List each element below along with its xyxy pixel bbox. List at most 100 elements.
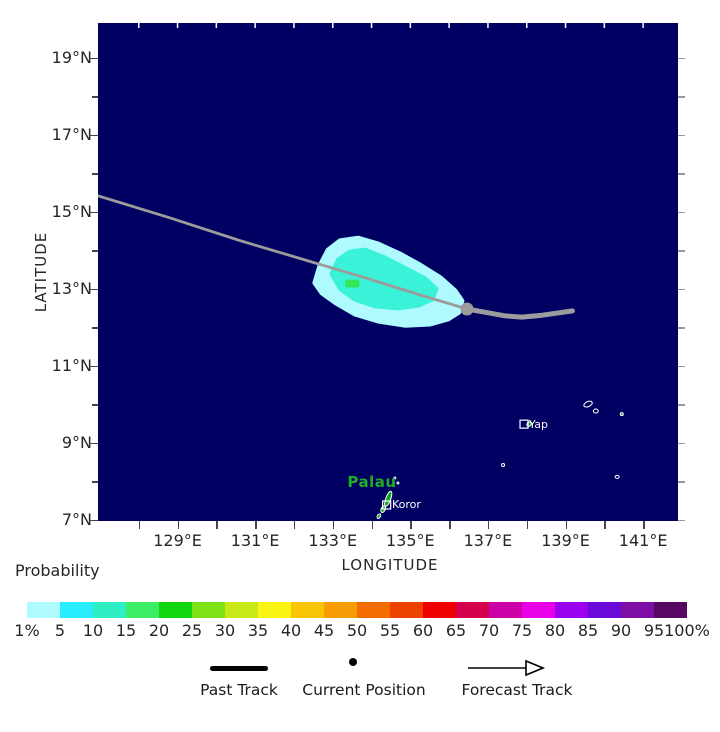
colorbar-segment bbox=[555, 602, 588, 618]
y-axis-tick-label: 13°N bbox=[51, 278, 92, 298]
y-axis-minor-tick bbox=[92, 96, 98, 98]
colorbar-segment bbox=[588, 602, 621, 618]
y-axis-right-minor-tick bbox=[678, 481, 685, 483]
forecast-track-line bbox=[98, 194, 469, 311]
island bbox=[592, 408, 599, 414]
y-axis-tick bbox=[89, 211, 98, 214]
x-axis-tick bbox=[643, 521, 645, 529]
colorbar-tick-label: 90 bbox=[610, 621, 632, 640]
colorbar-tick-label: 95 bbox=[643, 621, 665, 640]
colorbar-tick-label: 20 bbox=[148, 621, 170, 640]
past-track-line bbox=[464, 306, 575, 320]
forecast-arrow-head bbox=[525, 659, 546, 677]
colorbar-segment bbox=[654, 602, 687, 618]
x-axis-tick bbox=[216, 521, 218, 529]
y-axis-minor-tick bbox=[92, 481, 98, 483]
y-axis-minor-tick bbox=[92, 250, 98, 252]
y-axis-tick-label: 7°N bbox=[61, 509, 92, 529]
x-axis-tick bbox=[371, 521, 374, 529]
map-canvas bbox=[98, 23, 644, 519]
x-axis-tick bbox=[565, 521, 568, 529]
island bbox=[396, 481, 400, 485]
colorbar-tick-label: 45 bbox=[313, 621, 335, 640]
y-axis-right-minor-tick bbox=[678, 404, 685, 406]
forecast-track-label: Forecast Track bbox=[461, 681, 573, 699]
y-axis-tick-label: 15°N bbox=[51, 201, 92, 221]
x-axis-tick bbox=[487, 521, 490, 529]
past-track-symbol bbox=[210, 666, 268, 671]
current-position-dot bbox=[460, 302, 474, 316]
probability-colorbar bbox=[27, 602, 687, 618]
island bbox=[501, 462, 506, 467]
colorbar-tick-label: 55 bbox=[379, 621, 401, 640]
past-track-label: Past Track bbox=[200, 681, 278, 699]
x-axis-tick bbox=[604, 521, 606, 529]
island bbox=[583, 400, 593, 408]
colorbar-segment bbox=[489, 602, 522, 618]
colorbar-segment bbox=[456, 602, 489, 618]
colorbar-tick-label: 80 bbox=[544, 621, 566, 640]
colorbar-segment bbox=[93, 602, 126, 618]
y-axis-right-tick bbox=[678, 134, 685, 137]
current-position-symbol bbox=[349, 658, 357, 666]
x-axis-tick bbox=[449, 521, 451, 529]
x-axis-tick-label: 139°E bbox=[541, 531, 590, 550]
x-axis-tick bbox=[410, 521, 412, 529]
island bbox=[376, 513, 382, 519]
colorbar-segment bbox=[258, 602, 291, 618]
y-axis-right-minor-tick bbox=[678, 173, 685, 175]
x-axis-tick bbox=[255, 521, 257, 529]
current-position-label: Current Position bbox=[302, 681, 426, 699]
colorbar-tick-label: 10 bbox=[82, 621, 104, 640]
x-axis-tick-label: 131°E bbox=[230, 531, 280, 550]
colorbar-segment bbox=[27, 602, 60, 618]
colorbar-tick-label: 50 bbox=[346, 621, 368, 640]
palau-label: Palau bbox=[347, 473, 397, 491]
colorbar-tick-label: 85 bbox=[577, 621, 599, 640]
y-axis-tick bbox=[89, 365, 98, 368]
y-axis-minor-tick bbox=[92, 404, 98, 406]
island bbox=[393, 476, 397, 480]
y-axis-minor-tick bbox=[92, 327, 98, 329]
colorbar-tick-label: 65 bbox=[445, 621, 467, 640]
x-axis-tick bbox=[293, 521, 296, 529]
colorbar-tick-label: 75 bbox=[511, 621, 533, 640]
y-axis-tick bbox=[89, 442, 98, 445]
x-axis-tick-label: 137°E bbox=[463, 531, 513, 550]
colorbar-tick-label: 5 bbox=[54, 621, 66, 640]
colorbar-segment bbox=[291, 602, 324, 618]
y-axis-tick bbox=[89, 519, 98, 522]
x-axis-tick-label: 133°E bbox=[308, 531, 358, 550]
y-axis-tick-label: 19°N bbox=[51, 47, 92, 67]
colorbar-tick-label: 70 bbox=[478, 621, 500, 640]
map-plot-area: Palau Koror Yap bbox=[98, 23, 678, 521]
probability-contour-10% bbox=[345, 279, 360, 288]
y-axis-right-minor-tick bbox=[678, 96, 685, 98]
colorbar-segment bbox=[522, 602, 555, 618]
probability-contour-5% bbox=[329, 247, 439, 311]
x-axis-tick bbox=[177, 521, 180, 529]
y-axis-right-minor-tick bbox=[678, 250, 685, 252]
place-marker-koror bbox=[382, 500, 392, 510]
x-axis-tick bbox=[526, 521, 529, 529]
colorbar-segment bbox=[60, 602, 93, 618]
x-axis-tick-label: 135°E bbox=[386, 531, 435, 550]
colorbar-tick-label: 30 bbox=[214, 621, 236, 640]
colorbar-segment bbox=[225, 602, 258, 618]
colorbar-tick-label: 1% bbox=[14, 621, 40, 640]
colorbar-segment bbox=[192, 602, 225, 618]
x-axis-tick bbox=[138, 521, 141, 529]
colorbar-segment bbox=[126, 602, 159, 618]
colorbar-tick-label: 25 bbox=[181, 621, 203, 640]
colorbar-tick-label: 60 bbox=[412, 621, 434, 640]
colorbar-tick-label: 35 bbox=[247, 621, 269, 640]
x-axis-tick bbox=[332, 521, 335, 529]
y-axis-tick bbox=[89, 134, 98, 137]
colorbar-tick-label: 100% bbox=[664, 621, 710, 640]
y-axis-tick bbox=[89, 57, 98, 60]
colorbar-segment bbox=[324, 602, 357, 618]
y-axis-right-minor-tick bbox=[678, 327, 685, 329]
colorbar-segment bbox=[390, 602, 423, 618]
forecast-track-symbol bbox=[468, 659, 546, 677]
